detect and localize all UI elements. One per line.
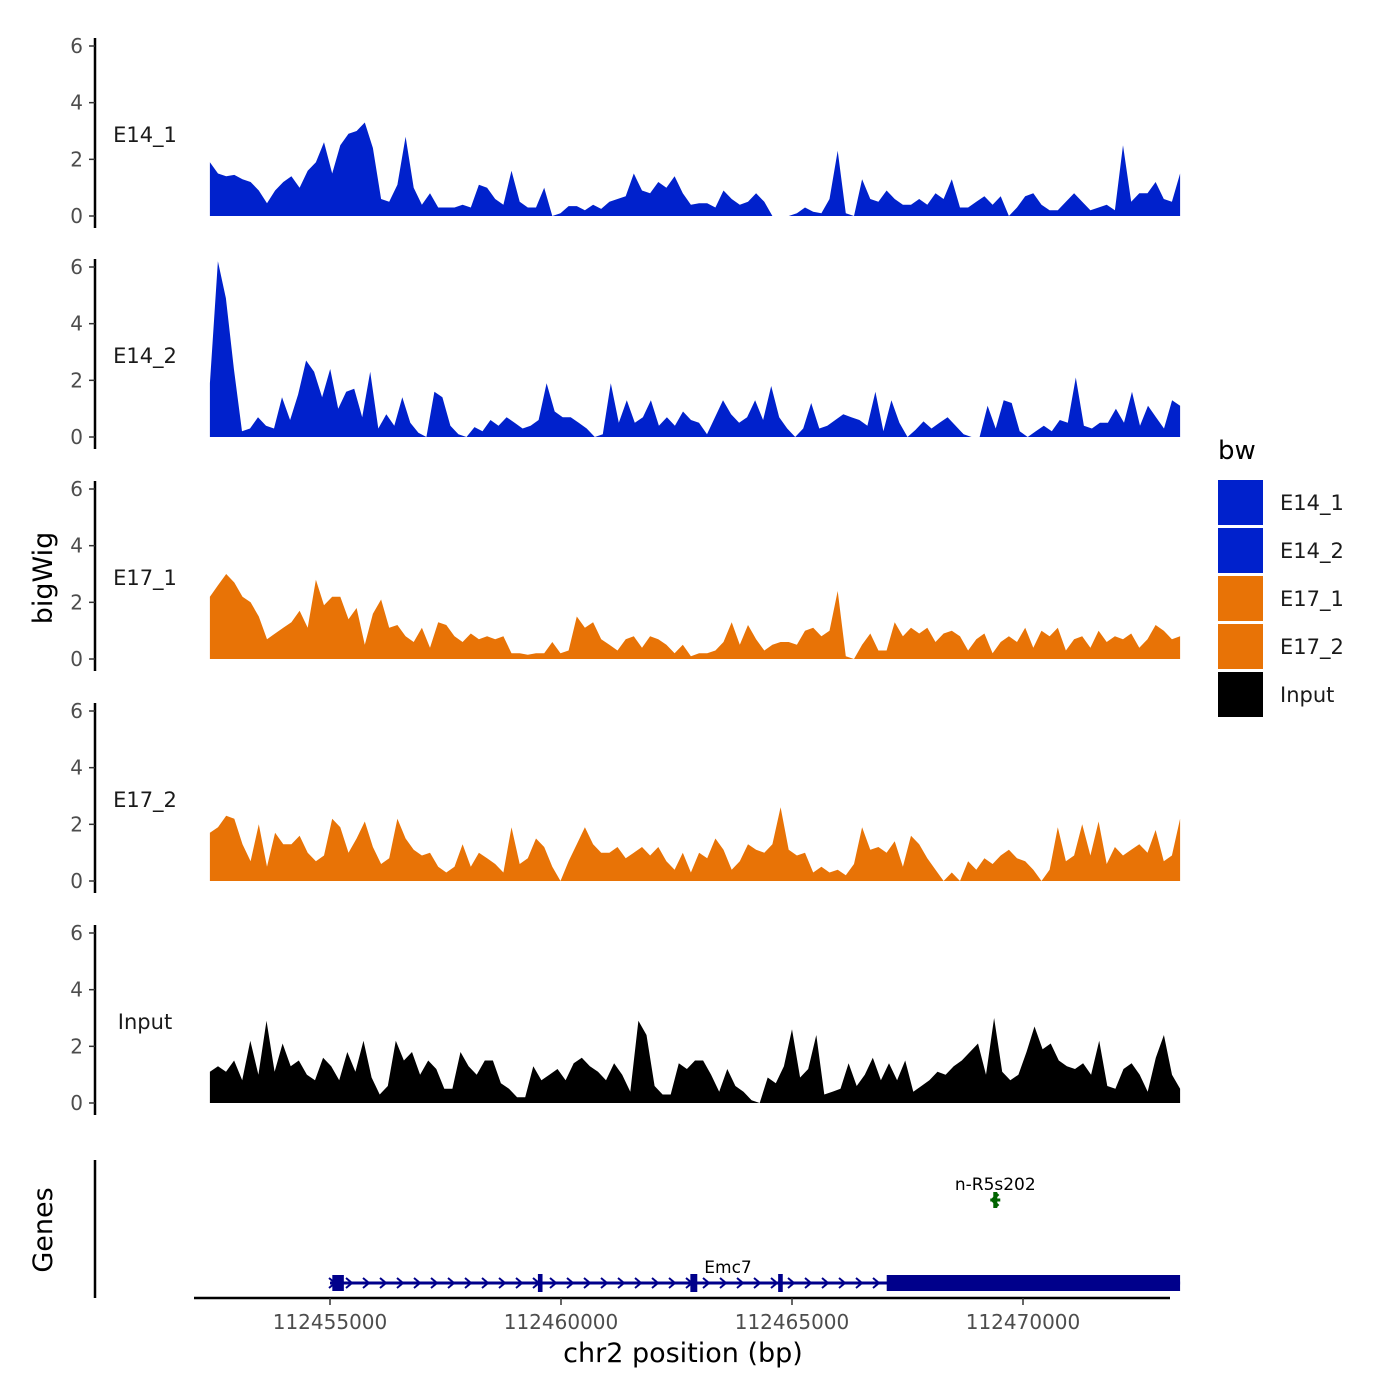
strand-arrow (719, 1277, 728, 1289)
gene-track: Emc7 n-R5s202 (93, 1160, 1181, 1298)
legend-swatch (1218, 576, 1263, 621)
strand-arrow (702, 1277, 711, 1289)
x-axis: chr2 position (bp) 112455000 112460000 112… (194, 1296, 1170, 1369)
y-tick-label: 0 (70, 204, 83, 228)
y-tick-label: 6 (70, 34, 83, 58)
strand-arrow (379, 1277, 388, 1289)
y-tick-label: 2 (70, 368, 83, 392)
coverage-area-e17-1 (209, 574, 1181, 659)
x-tick-label: 112455000 (273, 1310, 388, 1334)
track-label: Input (118, 1010, 172, 1034)
y-tick-label: 6 (70, 921, 83, 945)
strand-arrow (481, 1277, 490, 1289)
legend-label: E17_2 (1280, 635, 1344, 660)
y-tick-label: 2 (70, 590, 83, 614)
strand-arrow (821, 1277, 830, 1289)
strand-arrow (600, 1277, 609, 1289)
track-e17-2: 0 2 4 6 E17_2 (70, 699, 1181, 893)
legend-swatch (1218, 528, 1263, 573)
strand-arrow (549, 1277, 558, 1289)
y-tick-label: 0 (70, 425, 83, 449)
genes-axis-title: Genes (28, 1187, 59, 1272)
x-axis-title: chr2 position (bp) (563, 1338, 803, 1369)
y-tick-label: 4 (70, 534, 83, 558)
strand-arrow (362, 1277, 371, 1289)
track-e14-1: 0 2 4 6 E14_1 (70, 34, 1181, 228)
y-tick-label: 6 (70, 255, 83, 279)
y-axis-title: bigWig (28, 532, 59, 625)
coverage-area-e14-2 (209, 261, 1181, 437)
y-tick-label: 2 (70, 1034, 83, 1058)
y-tick-label: 0 (70, 1091, 83, 1115)
strand-arrow (787, 1277, 796, 1289)
strand-arrow (413, 1277, 422, 1289)
legend-label: Input (1280, 683, 1334, 707)
strand-arrow (668, 1277, 677, 1289)
legend: bw E14_1 E14_2 E17_1 E17_2 Input (1218, 436, 1344, 717)
y-tick-label: 0 (70, 869, 83, 893)
track-input: 0 2 4 6 Input (70, 921, 1181, 1115)
strand-arrow (855, 1277, 864, 1289)
strand-arrow (770, 1277, 779, 1289)
strand-arrow (736, 1277, 745, 1289)
coverage-area-input (209, 1018, 1181, 1103)
gene-label: Emc7 (704, 1258, 751, 1278)
strand-arrow (872, 1277, 881, 1289)
strand-arrow (498, 1277, 507, 1289)
track-e17-1: 0 2 4 6 E17_1 (70, 477, 1181, 671)
y-tick-label: 4 (70, 756, 83, 780)
gene-emc7: Emc7 (328, 1258, 1181, 1292)
gene-exon (778, 1274, 783, 1292)
strand-arrow (634, 1277, 643, 1289)
y-tick-label: 6 (70, 477, 83, 501)
y-tick-label: 6 (70, 699, 83, 723)
gene-n-r5s202: n-R5s202 (955, 1175, 1036, 1208)
legend-label: E17_1 (1280, 587, 1344, 612)
strand-arrow (651, 1277, 660, 1289)
legend-swatch (1218, 672, 1263, 717)
y-tick-label: 2 (70, 147, 83, 171)
track-label: E17_2 (113, 788, 177, 813)
track-label: E17_1 (113, 566, 177, 591)
strand-arrow (753, 1277, 762, 1289)
strand-arrow (430, 1277, 439, 1289)
strand-arrow (617, 1277, 626, 1289)
y-tick-label: 4 (70, 312, 83, 336)
strand-arrow (838, 1277, 847, 1289)
gene-label: n-R5s202 (955, 1175, 1036, 1195)
legend-title: bw (1218, 436, 1256, 466)
gene-exon (690, 1274, 698, 1292)
legend-swatch (1218, 480, 1263, 525)
legend-label: E14_2 (1280, 539, 1344, 564)
legend-swatch (1218, 624, 1263, 669)
strand-arrow (804, 1277, 813, 1289)
track-e14-2: 0 2 4 6 E14_2 (70, 255, 1181, 449)
track-label: E14_1 (113, 123, 177, 148)
x-tick-label: 112465000 (735, 1310, 850, 1334)
gene-exon (886, 1275, 1181, 1291)
track-label: E14_2 (113, 344, 177, 369)
strand-arrow (566, 1277, 575, 1289)
coverage-area-e14-1 (209, 122, 1181, 216)
y-tick-label: 2 (70, 812, 83, 836)
legend-label: E14_1 (1280, 491, 1344, 516)
gene-exon (993, 1192, 998, 1208)
gene-exon (332, 1275, 344, 1291)
strand-arrow (464, 1277, 473, 1289)
strand-arrow (583, 1277, 592, 1289)
gene-exon (537, 1274, 543, 1292)
y-tick-label: 4 (70, 91, 83, 115)
x-tick-label: 112460000 (504, 1310, 619, 1334)
y-tick-label: 4 (70, 978, 83, 1002)
coverage-area-e17-2 (209, 807, 1181, 881)
x-tick-label: 112470000 (966, 1310, 1081, 1334)
strand-arrow (396, 1277, 405, 1289)
strand-arrow (447, 1277, 456, 1289)
strand-arrow (515, 1277, 524, 1289)
y-tick-label: 0 (70, 647, 83, 671)
coverage-tracks: 0 2 4 6 E14_1 0 2 4 6 E14_2 0 2 4 6 E17_1 0 2 4 6 E17_2 0 2 4 6… (70, 34, 1181, 1115)
strand-arrow (345, 1277, 354, 1289)
